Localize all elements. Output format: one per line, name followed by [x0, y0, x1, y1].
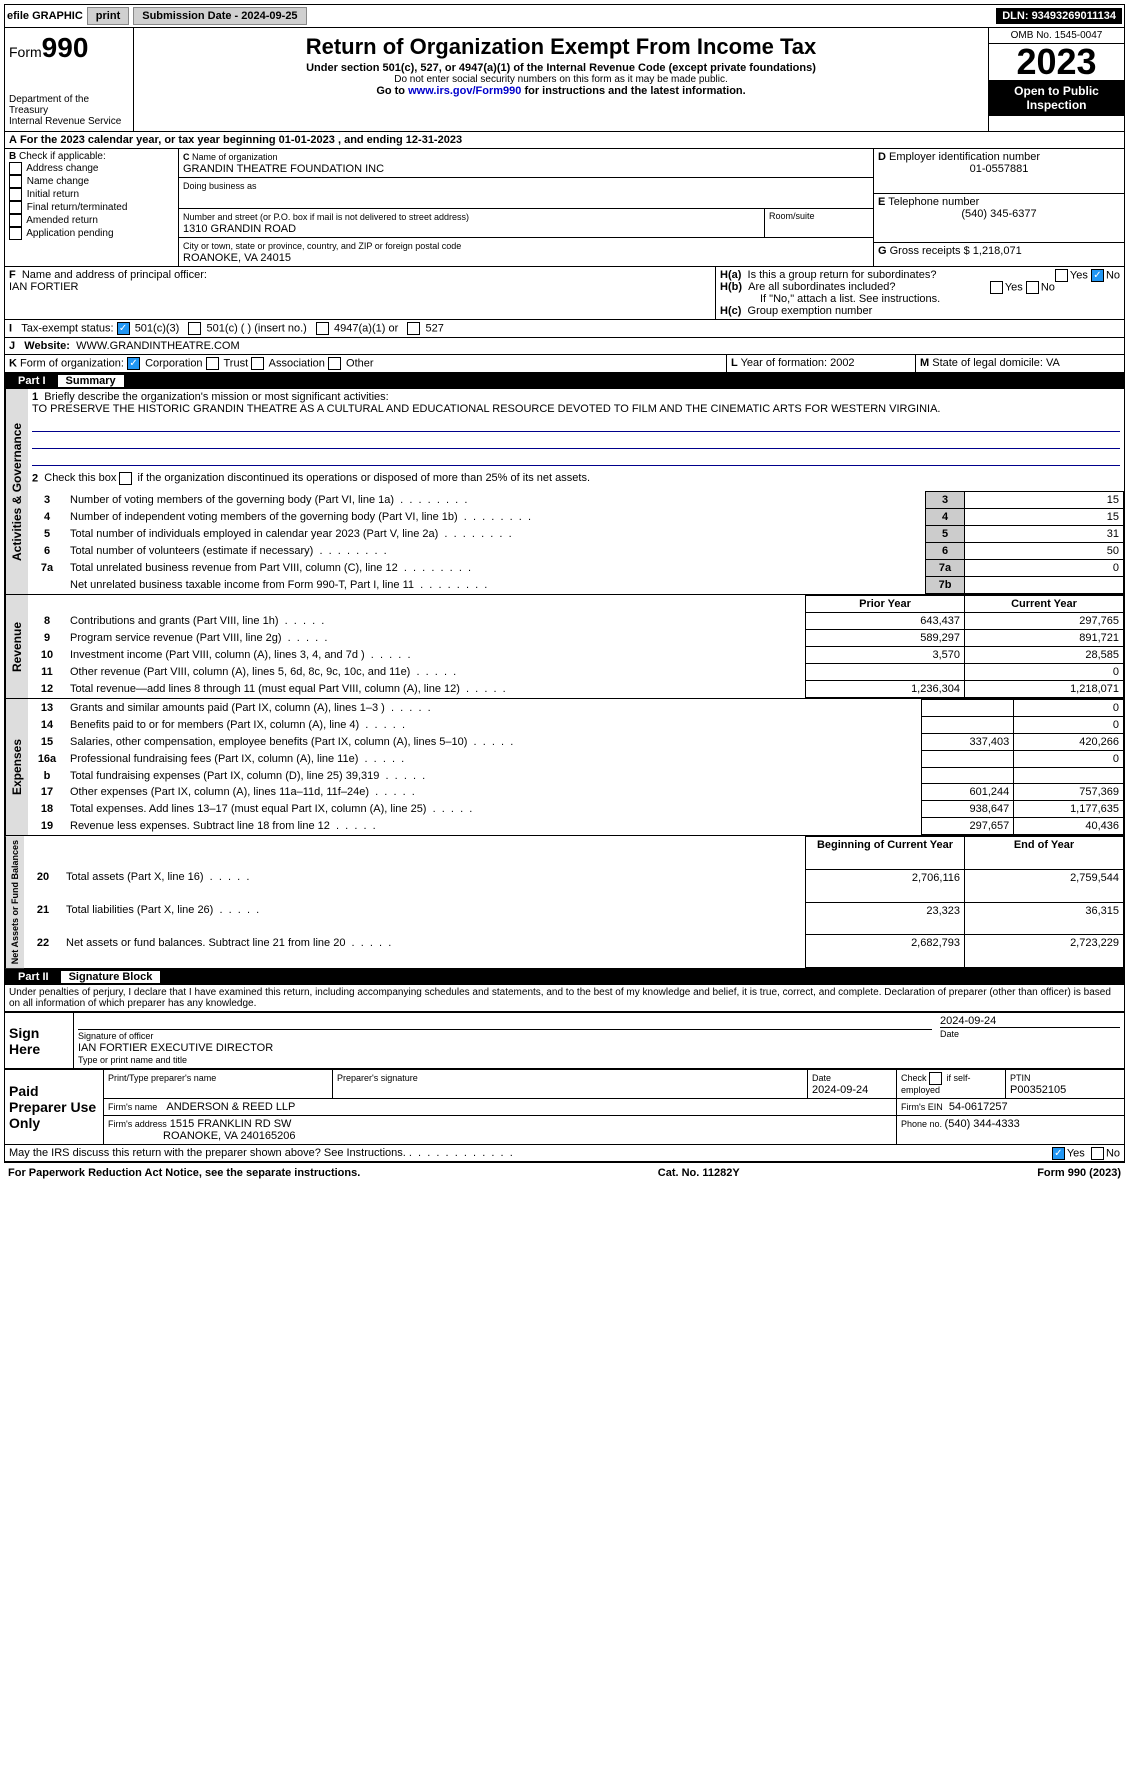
- firm-ein: 54-0617257: [949, 1101, 1008, 1113]
- sign-here-table: Sign Here Signature of officerIAN FORTIE…: [4, 1012, 1125, 1069]
- sign-here-label: Sign Here: [5, 1013, 74, 1069]
- box-c: C Name of organizationGRANDIN THEATRE FO…: [179, 149, 874, 266]
- ha-yes-checkbox[interactable]: [1055, 269, 1068, 282]
- principal-officer: IAN FORTIER: [9, 281, 78, 293]
- gross-receipts: 1,218,071: [973, 245, 1022, 257]
- hb-no-checkbox[interactable]: [1026, 281, 1039, 294]
- footer: For Paperwork Reduction Act Notice, see …: [4, 1162, 1125, 1183]
- irs-label: Internal Revenue Service: [9, 116, 129, 127]
- ssn-warning: Do not enter social security numbers on …: [138, 74, 984, 85]
- declaration: Under penalties of perjury, I declare th…: [4, 985, 1125, 1012]
- public-inspection: Open to Public Inspection: [989, 80, 1124, 116]
- box-h: H(a) Is this a group return for subordin…: [716, 267, 1124, 319]
- vert-activities: Activities & Governance: [5, 389, 28, 594]
- netassets-table: Beginning of Current YearEnd of Year20To…: [24, 836, 1124, 968]
- activities-table: 3Number of voting members of the governi…: [28, 487, 1124, 594]
- firm-name: ANDERSON & REED LLP: [166, 1101, 295, 1113]
- box-f: F Name and address of principal officer:…: [5, 267, 716, 319]
- ptin: P00352105: [1010, 1084, 1066, 1096]
- hb-yes-checkbox[interactable]: [990, 281, 1003, 294]
- discontinued-checkbox[interactable]: [119, 472, 132, 485]
- sig-date: 2024-09-24: [940, 1015, 996, 1027]
- box-i: I Tax-exempt status: ✓ 501(c)(3) 501(c) …: [5, 320, 1124, 337]
- dba-label: Doing business as: [183, 181, 257, 191]
- firm-phone: (540) 344-4333: [945, 1118, 1020, 1130]
- firm-addr1: 1515 FRANKLIN RD SW: [170, 1118, 292, 1130]
- dln: DLN: 93493269011134: [996, 8, 1122, 24]
- form-header: Form990 Department of the Treasury Inter…: [4, 28, 1125, 132]
- box-j: J Website: WWW.GRANDINTHEATRE.COM: [5, 338, 1124, 354]
- self-employed-cell: Check if self-employed: [897, 1070, 1006, 1099]
- box-k: K Form of organization: ✓ Corporation Tr…: [5, 355, 727, 372]
- top-bar: efile GRAPHIC print Submission Date - 20…: [4, 4, 1125, 28]
- part2-header: Part IISignature Block: [4, 969, 1125, 985]
- assoc-checkbox[interactable]: [251, 357, 264, 370]
- mission-text: TO PRESERVE THE HISTORIC GRANDIN THEATRE…: [32, 403, 940, 415]
- prep-date: 2024-09-24: [812, 1084, 868, 1096]
- hc-label: Group exemption number: [748, 305, 873, 317]
- ein: 01-0557881: [878, 163, 1120, 175]
- paid-preparer-table: Paid Preparer Use Only Print/Type prepar…: [4, 1069, 1125, 1145]
- form-number: Form990: [9, 32, 129, 64]
- box-m: M State of legal domicile: VA: [916, 355, 1124, 372]
- form-title: Return of Organization Exempt From Incom…: [138, 34, 984, 60]
- street-address: 1310 GRANDIN ROAD: [183, 223, 296, 235]
- 4947-checkbox[interactable]: [316, 322, 329, 335]
- box-l: L Year of formation: 2002: [727, 355, 916, 372]
- part1-header: Part ISummary: [4, 373, 1125, 389]
- paid-preparer-label: Paid Preparer Use Only: [5, 1070, 104, 1145]
- expenses-table: 13Grants and similar amounts paid (Part …: [28, 699, 1124, 835]
- other-checkbox[interactable]: [328, 357, 341, 370]
- box-b: B Check if applicable: Address change Na…: [5, 149, 179, 266]
- dept-treasury: Department of the Treasury: [9, 94, 129, 116]
- line2-text: Check this box if the organization disco…: [44, 472, 590, 484]
- vert-netassets: Net Assets or Fund Balances: [5, 836, 24, 968]
- vert-expenses: Expenses: [5, 699, 28, 835]
- hb-note: If "No," attach a list. See instructions…: [720, 293, 1120, 305]
- officer-signature: IAN FORTIER EXECUTIVE DIRECTOR: [78, 1042, 273, 1054]
- efile-label: efile GRAPHIC: [7, 10, 83, 22]
- ha-no-checkbox[interactable]: ✓: [1091, 269, 1104, 282]
- website: WWW.GRANDINTHEATRE.COM: [76, 340, 240, 352]
- info-block: B Check if applicable: Address change Na…: [4, 149, 1125, 267]
- submission-date: Submission Date - 2024-09-25: [133, 7, 306, 25]
- corp-checkbox[interactable]: ✓: [127, 357, 140, 370]
- city-state-zip: ROANOKE, VA 24015: [183, 252, 291, 264]
- revenue-table: Prior YearCurrent Year8Contributions and…: [28, 595, 1124, 698]
- org-name: GRANDIN THEATRE FOUNDATION INC: [183, 163, 384, 175]
- tax-year: 2023: [989, 44, 1124, 80]
- mission-label: Briefly describe the organization's miss…: [44, 391, 388, 403]
- self-employed-checkbox[interactable]: [929, 1072, 942, 1085]
- trust-checkbox[interactable]: [206, 357, 219, 370]
- goto-link: Go to www.irs.gov/Form990 for instructio…: [138, 85, 984, 97]
- discuss-row: May the IRS discuss this return with the…: [4, 1145, 1125, 1162]
- room-suite: Room/suite: [764, 209, 873, 237]
- print-button[interactable]: print: [87, 7, 129, 25]
- period-row: A For the 2023 calendar year, or tax yea…: [4, 132, 1125, 149]
- discuss-no-checkbox[interactable]: [1091, 1147, 1104, 1160]
- firm-addr2: ROANOKE, VA 240165206: [163, 1130, 296, 1142]
- vert-revenue: Revenue: [5, 595, 28, 698]
- discuss-yes-checkbox[interactable]: ✓: [1052, 1147, 1065, 1160]
- 527-checkbox[interactable]: [407, 322, 420, 335]
- form-subtitle: Under section 501(c), 527, or 4947(a)(1)…: [138, 62, 984, 74]
- 501c3-checkbox[interactable]: ✓: [117, 322, 130, 335]
- 501c-checkbox[interactable]: [188, 322, 201, 335]
- box-deg: D Employer identification number01-05578…: [874, 149, 1124, 266]
- irs-link[interactable]: www.irs.gov/Form990: [408, 85, 521, 97]
- telephone: (540) 345-6377: [878, 208, 1120, 220]
